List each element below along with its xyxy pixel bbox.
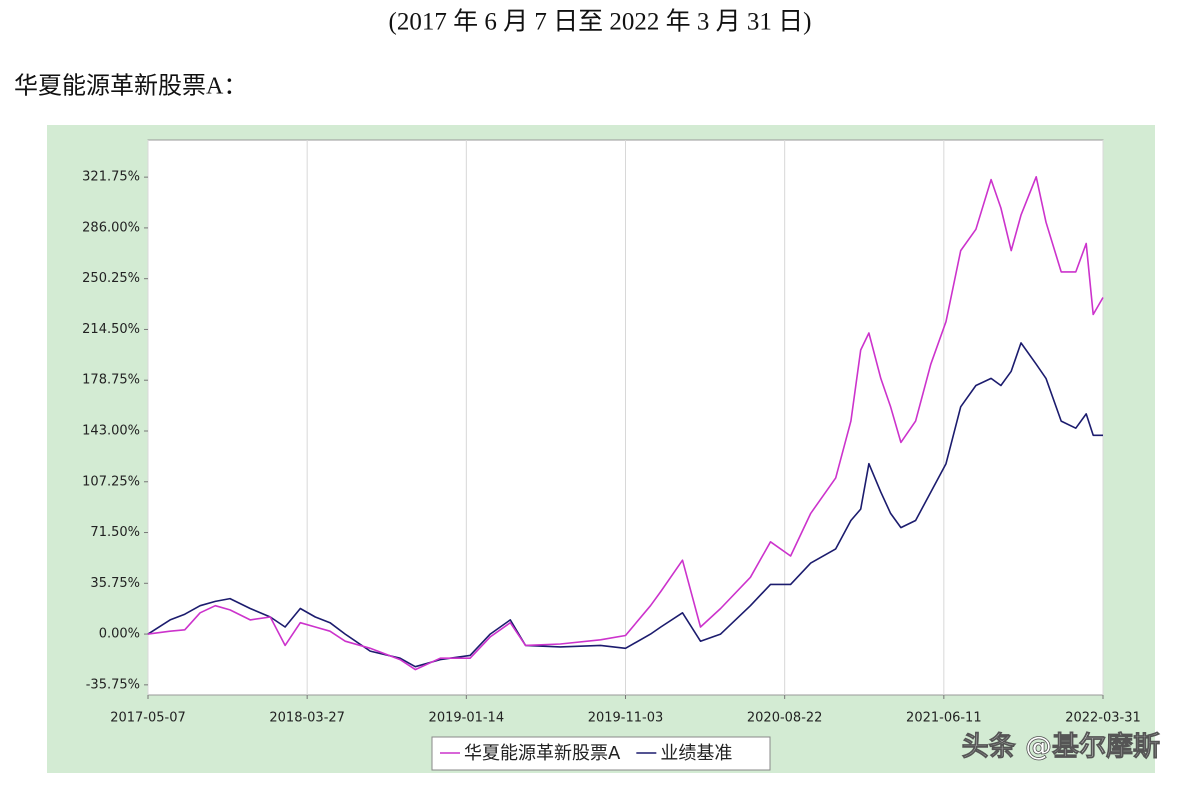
series-line bbox=[147, 176, 1104, 671]
x-tick-label: 2019-01-14 bbox=[429, 711, 505, 726]
y-tick-label: 35.75% bbox=[90, 576, 140, 591]
x-tick-label: 2019-11-03 bbox=[588, 711, 664, 726]
y-tick-label: 286.00% bbox=[82, 220, 140, 235]
fund-label: 华夏能源革新股票A： bbox=[14, 73, 247, 100]
watermark: 头条 @基尔摩斯 bbox=[962, 731, 1160, 763]
y-tick-label: 143.00% bbox=[82, 423, 140, 438]
y-tick-label: -35.75% bbox=[86, 677, 140, 692]
period-title: (2017 年 6 月 7 日至 2022 年 3 月 31 日) bbox=[389, 8, 812, 36]
x-tick-label: 2017-05-07 bbox=[110, 711, 186, 726]
legend-box bbox=[431, 736, 771, 771]
series-line bbox=[147, 342, 1103, 668]
x-tick-label: 2021-06-11 bbox=[906, 711, 982, 726]
y-tick-label: 250.25% bbox=[82, 271, 140, 286]
y-tick-label: 178.75% bbox=[82, 373, 140, 388]
y-tick-label: 71.50% bbox=[90, 525, 140, 540]
y-tick-label: 214.50% bbox=[82, 322, 140, 337]
y-tick-label: 107.25% bbox=[82, 474, 140, 489]
x-tick-label: 2022-03-31 bbox=[1065, 711, 1141, 726]
y-tick-label: 0.00% bbox=[99, 627, 140, 642]
legend-label: 业绩基准 bbox=[660, 743, 732, 764]
x-tick-label: 2020-08-22 bbox=[747, 711, 823, 726]
x-tick-label: 2018-03-27 bbox=[269, 711, 345, 726]
legend: 华夏能源革新股票A 业绩基准 bbox=[431, 736, 771, 771]
y-tick-label: 321.75% bbox=[82, 170, 140, 185]
legend-label: 华夏能源革新股票A bbox=[464, 743, 621, 764]
